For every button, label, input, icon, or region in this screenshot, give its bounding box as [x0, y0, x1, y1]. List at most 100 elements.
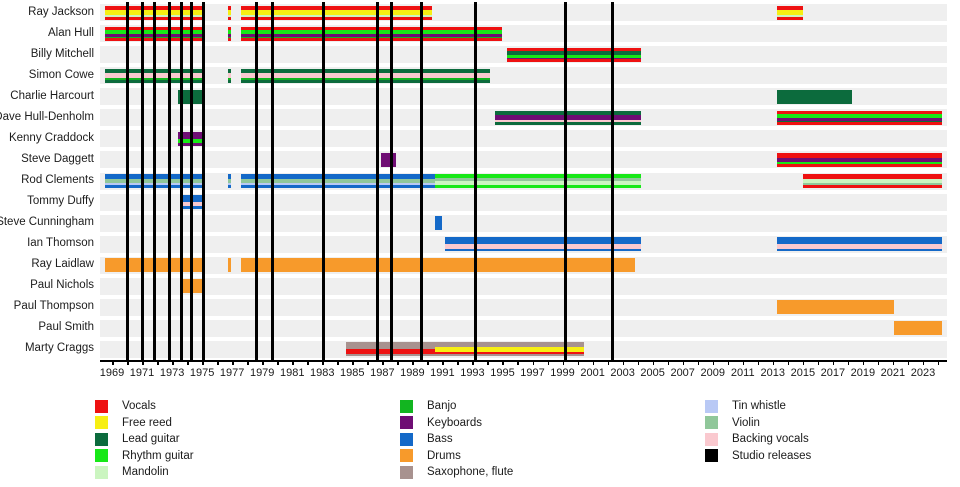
instrument-stripe-lead_guitar: [506, 51, 641, 55]
x-axis-tick: [532, 360, 534, 365]
instrument-stripe-backing_vocals: [445, 244, 641, 252]
x-axis-tick: [547, 360, 550, 365]
x-axis-tick: [202, 360, 204, 365]
timeline-segment: [802, 174, 943, 188]
x-axis-tick-label: 1991: [430, 367, 455, 379]
instrument-edge-drums: [181, 290, 206, 294]
instrument-stripe-backing_vocals: [777, 244, 943, 252]
instrument-stripe-bass: [777, 237, 943, 245]
timeline-segment: [434, 216, 443, 231]
x-axis-tick-label: 1983: [310, 367, 335, 379]
legend-item-bass: Bass: [400, 431, 513, 448]
member-label-column: Ray Jackson Alan Hull Billy Mitchell Simon …: [0, 0, 100, 360]
legend-swatch-banjo: [400, 399, 413, 413]
x-axis-tick-label: 2017: [820, 367, 846, 379]
instrument-edge-lead_guitar: [241, 80, 491, 83]
instrument-stripe-rhythm_guitar: [241, 30, 503, 34]
timeline-segment: [777, 300, 895, 315]
timeline-segment: [380, 152, 396, 167]
studio-release-line: [473, 2, 477, 360]
instrument-edge-vocals: [227, 37, 232, 41]
studio-release-line: [271, 2, 275, 360]
legend-label: Keyboards: [427, 416, 482, 429]
row-band: [100, 277, 947, 295]
instrument-edge-vocals: [777, 164, 943, 167]
instrument-edge-bass: [445, 237, 641, 240]
legend-column: Vocals Free reed Lead guitar Rhythm guitar M…: [95, 398, 194, 481]
instrument-edge-drums: [241, 269, 635, 273]
legend-swatch-mandolin: [95, 465, 108, 479]
x-axis-tick: [862, 360, 865, 365]
instrument-edge-vocals: [227, 16, 232, 20]
legend-item-vocals: Vocals: [95, 398, 194, 415]
x-axis-tick-label: 2005: [640, 367, 665, 379]
x-axis-tick: [292, 360, 294, 365]
timeline-segment: [506, 47, 641, 62]
timeline-segment: [777, 152, 943, 167]
x-axis-tick: [727, 360, 730, 365]
instrument-edge-bass: [777, 237, 943, 240]
legend-label: Banjo: [427, 400, 457, 413]
member-label: Charlie Harcourt: [10, 89, 94, 102]
x-axis-tick: [847, 360, 850, 365]
x-axis-tick: [802, 360, 805, 365]
instrument-edge-bass: [445, 248, 641, 252]
instrument-edge-drums: [227, 258, 232, 261]
x-axis-tick-label: 2019: [850, 367, 876, 379]
legend-label: Backing vocals: [732, 433, 809, 446]
legend-swatch-drums: [400, 449, 413, 463]
member-label: Rod Clements: [21, 174, 94, 186]
instrument-edge-lead_guitar: [777, 101, 853, 104]
timeline-segment: [227, 174, 232, 188]
legend-column: Banjo Keyboards Bass Drums Saxophone, flute: [400, 398, 513, 481]
timeline-segment: [227, 258, 232, 273]
timeline-segment: [434, 174, 641, 188]
legend-swatch-tin_whistle: [705, 399, 718, 413]
instrument-stripe-violin: [434, 177, 641, 181]
instrument-edge-rhythm_guitar: [434, 174, 641, 177]
member-label: Billy Mitchell: [30, 47, 94, 60]
instrument-edge-bass: [434, 216, 443, 219]
legend-item-banjo: Banjo: [400, 398, 513, 415]
studio-release-line: [564, 2, 568, 360]
legend-label: Saxophone, flute: [427, 466, 514, 479]
legend-swatch-rhythm_guitar: [95, 449, 108, 463]
x-axis-tick: [517, 360, 519, 365]
x-axis-tick-label: 1993: [460, 367, 485, 379]
x-axis-tick-label: 1987: [370, 367, 395, 379]
instrument-edge-vocals: [227, 5, 232, 9]
studio-release-line: [152, 2, 156, 360]
x-axis-tick: [247, 360, 249, 365]
x-axis-tick: [562, 360, 565, 365]
x-axis-tick-label: 2003: [610, 367, 635, 379]
instrument-edge-vocals: [777, 152, 943, 156]
studio-release-line: [167, 2, 171, 360]
instrument-stripe-lead_guitar: [777, 89, 853, 104]
timeline-segment: [894, 321, 943, 336]
x-axis-tick: [907, 360, 910, 365]
instrument-stripe-free_reed: [227, 10, 232, 15]
x-axis-tick: [607, 360, 610, 365]
x-axis-tick: [637, 360, 640, 365]
legend-swatch-keyboards: [400, 416, 413, 430]
instrument-edge-vocals: [241, 5, 432, 9]
legend-swatch-bass: [400, 432, 413, 446]
x-axis-tick-label: 2001: [580, 367, 605, 379]
x-axis-tick: [592, 360, 595, 365]
studio-release-line: [179, 2, 183, 360]
legend: Vocals Free reed Lead guitar Rhythm guitar M…: [0, 398, 960, 486]
x-axis-tick-label: 1989: [400, 367, 425, 379]
x-axis-tick: [217, 360, 219, 365]
instrument-stripe-free_reed: [777, 10, 803, 15]
x-axis-tick-label: 1999: [550, 367, 575, 379]
x-axis-tick-label: 1979: [249, 367, 275, 379]
x-axis-tick: [817, 360, 820, 365]
x-axis-tick: [307, 360, 309, 365]
x-axis-tick: [232, 360, 234, 365]
instrument-edge-drums: [777, 311, 895, 315]
x-axis-tick-label: 1975: [189, 367, 215, 379]
timeline-segment: [494, 110, 641, 125]
x-axis-tick: [652, 360, 655, 365]
timeline-segment: [241, 5, 432, 20]
legend-label: Rhythm guitar: [122, 449, 194, 462]
